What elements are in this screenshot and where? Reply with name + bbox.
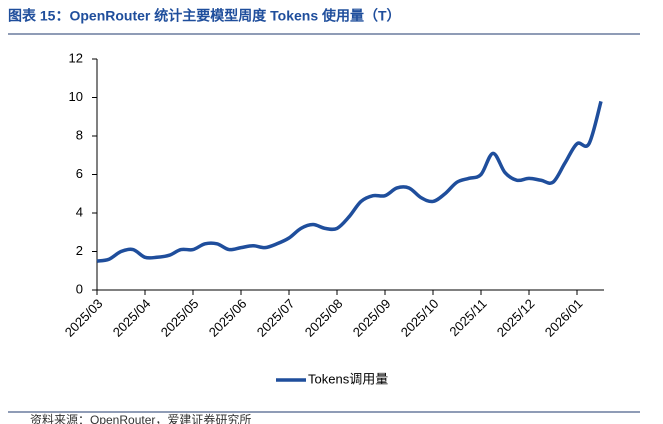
- source: 资料来源：OpenRouter，爱建证券研究所: [30, 412, 251, 424]
- y-tick-label: 10: [69, 89, 83, 104]
- y-tick-label: 0: [76, 281, 83, 296]
- x-tick-label: 2025/12: [494, 296, 538, 340]
- x-tick-label: 2025/10: [398, 296, 442, 340]
- x-tick-label: 2025/08: [302, 296, 346, 340]
- y-tick-label: 12: [69, 50, 83, 65]
- x-tick-label: 2025/07: [254, 296, 298, 340]
- y-tick-label: 8: [76, 127, 83, 142]
- x-tick-label: 2025/05: [158, 296, 202, 340]
- x-tick-label: 2025/09: [350, 296, 394, 340]
- y-tick-label: 6: [76, 166, 83, 181]
- line: [96, 100, 603, 263]
- x-tick-label: 2025/11: [446, 296, 489, 339]
- x-tick-label: 2025/06: [206, 296, 250, 340]
- x-tick-label: 2026/01: [542, 296, 586, 340]
- legend-label: Tokens调用量: [308, 371, 388, 386]
- y-tick-label: 4: [76, 204, 83, 219]
- x-tick-label: 2025/03: [62, 296, 106, 340]
- y-tick-label: 2: [76, 243, 83, 258]
- chart-title: 图表 15：OpenRouter 统计主要模型周度 Tokens 使用量（T）: [8, 8, 401, 24]
- x-tick-label: 2025/04: [110, 296, 154, 340]
